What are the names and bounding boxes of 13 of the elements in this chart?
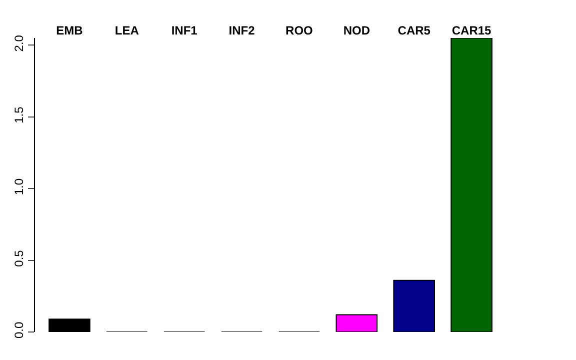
x-tick-label: INF2 [228, 24, 256, 38]
y-tick-label: 2.0 [12, 34, 26, 52]
x-tick-label: EMB [56, 24, 84, 38]
x-tick-label: CAR5 [398, 24, 431, 38]
y-tick-label: 1.5 [12, 106, 26, 124]
x-tick-label: INF1 [171, 24, 198, 38]
y-tick-label: 1.0 [12, 178, 26, 196]
y-tick-label: 0.5 [12, 250, 26, 267]
x-tick-label: NOD [343, 24, 370, 38]
y-tick-label: 0.0 [12, 322, 26, 339]
x-tick-label: CAR15 [452, 24, 492, 38]
x-tick-label: ROO [286, 24, 313, 38]
x-tick-label: LEA [114, 24, 140, 38]
